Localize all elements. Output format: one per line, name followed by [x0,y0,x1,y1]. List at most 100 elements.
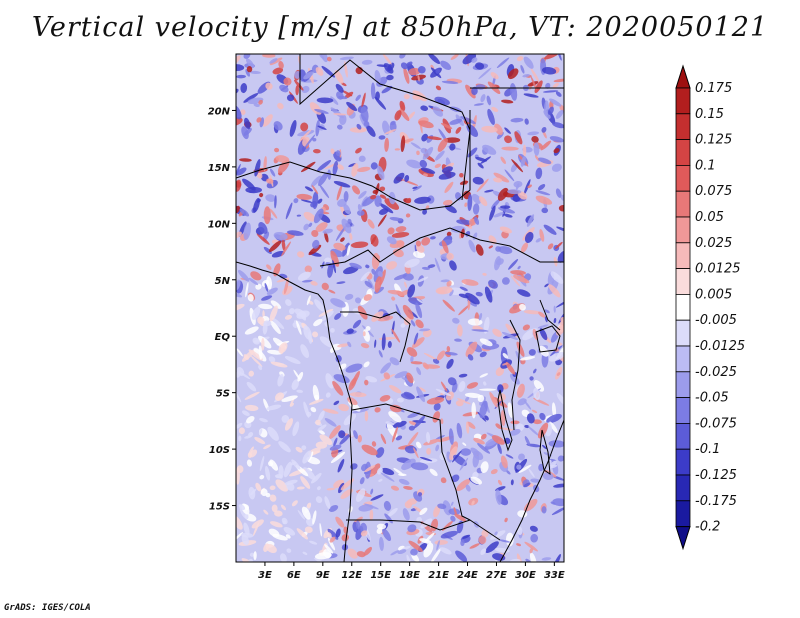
colorbar-segment [675,268,691,295]
velocity-cell [531,409,538,414]
velocity-cell [326,56,332,62]
velocity-cell [488,245,493,249]
velocity-cell [299,129,312,142]
velocity-cell [481,125,498,133]
velocity-cell [500,205,511,209]
velocity-cell [338,430,346,439]
lon-label: 30E [515,570,536,581]
velocity-cell [395,226,407,233]
velocity-cell [377,214,387,227]
velocity-cell [416,244,425,253]
velocity-cell [410,355,414,363]
velocity-cell [500,455,508,469]
velocity-cell [464,396,470,402]
velocity-cell [380,433,387,445]
velocity-cell [270,300,282,309]
velocity-cell [430,548,442,562]
velocity-cell [422,146,434,160]
velocity-cell [379,186,386,192]
velocity-cell [416,516,422,523]
velocity-cell [299,311,307,321]
velocity-cell [530,533,539,543]
velocity-cell [333,374,350,384]
velocity-cell [520,156,526,167]
velocity-cell [455,126,462,134]
velocity-cell [504,135,512,144]
velocity-cell [551,402,557,418]
velocity-cell [396,240,405,248]
velocity-cell [400,62,408,70]
velocity-cell [249,449,258,458]
velocity-cell [478,196,488,207]
velocity-cell [416,386,425,403]
velocity-cell [490,198,501,210]
lat-label: 5N [215,276,231,287]
velocity-cell [472,176,484,185]
velocity-cell [286,548,292,553]
velocity-cell [520,242,529,253]
velocity-cell [238,427,245,435]
velocity-cell [532,419,542,425]
velocity-cell [407,111,416,120]
velocity-cell [410,142,421,150]
velocity-cell [428,54,441,65]
velocity-cell [378,208,389,215]
velocity-cell [408,540,423,552]
lon-label: 18E [399,570,420,581]
velocity-cell [295,446,303,453]
velocity-cell [317,486,321,491]
velocity-cell [533,380,545,392]
velocity-cell [529,552,537,562]
velocity-cell [555,188,562,198]
velocity-cell [291,459,301,470]
velocity-cell [300,476,311,489]
velocity-cell [304,265,312,273]
velocity-cell [243,354,249,360]
velocity-cell [311,230,319,237]
velocity-cell [516,383,525,398]
velocity-cell [278,465,284,479]
velocity-cell [380,472,395,482]
velocity-cell [453,506,457,515]
velocity-cell [368,463,381,477]
velocity-cell [236,467,240,485]
velocity-cell [555,241,563,250]
velocity-cell [496,57,510,69]
velocity-cell [389,404,402,413]
velocity-cell [328,289,336,294]
velocity-cell [490,468,498,475]
velocity-cell [351,163,359,177]
velocity-cell [516,341,525,357]
velocity-cell [493,212,504,218]
velocity-cell [310,280,318,286]
velocity-cell [302,551,308,556]
velocity-cell [406,61,413,67]
velocity-cell [378,350,383,358]
velocity-cell [465,484,471,492]
velocity-cell [479,351,487,358]
velocity-cell [301,161,316,173]
velocity-cell [497,443,502,454]
velocity-cell [270,361,288,368]
velocity-cell [254,437,266,445]
velocity-cell [236,388,242,403]
colorbar-label: -0.0125 [695,339,745,354]
velocity-cell [455,550,468,562]
velocity-cell [488,279,498,289]
velocity-cell [341,242,350,257]
velocity-cell [535,195,553,205]
velocity-cell [435,85,442,91]
velocity-cell [541,506,547,514]
velocity-cell [454,513,467,522]
velocity-cell [386,261,398,270]
velocity-cell [317,198,323,204]
velocity-cell [265,82,273,90]
velocity-cell [543,452,552,457]
velocity-cell [523,93,539,98]
velocity-cell [400,109,410,121]
velocity-cell [327,263,334,278]
velocity-cell [449,118,463,125]
velocity-cell [348,163,357,168]
colorbar-segment [675,113,691,141]
